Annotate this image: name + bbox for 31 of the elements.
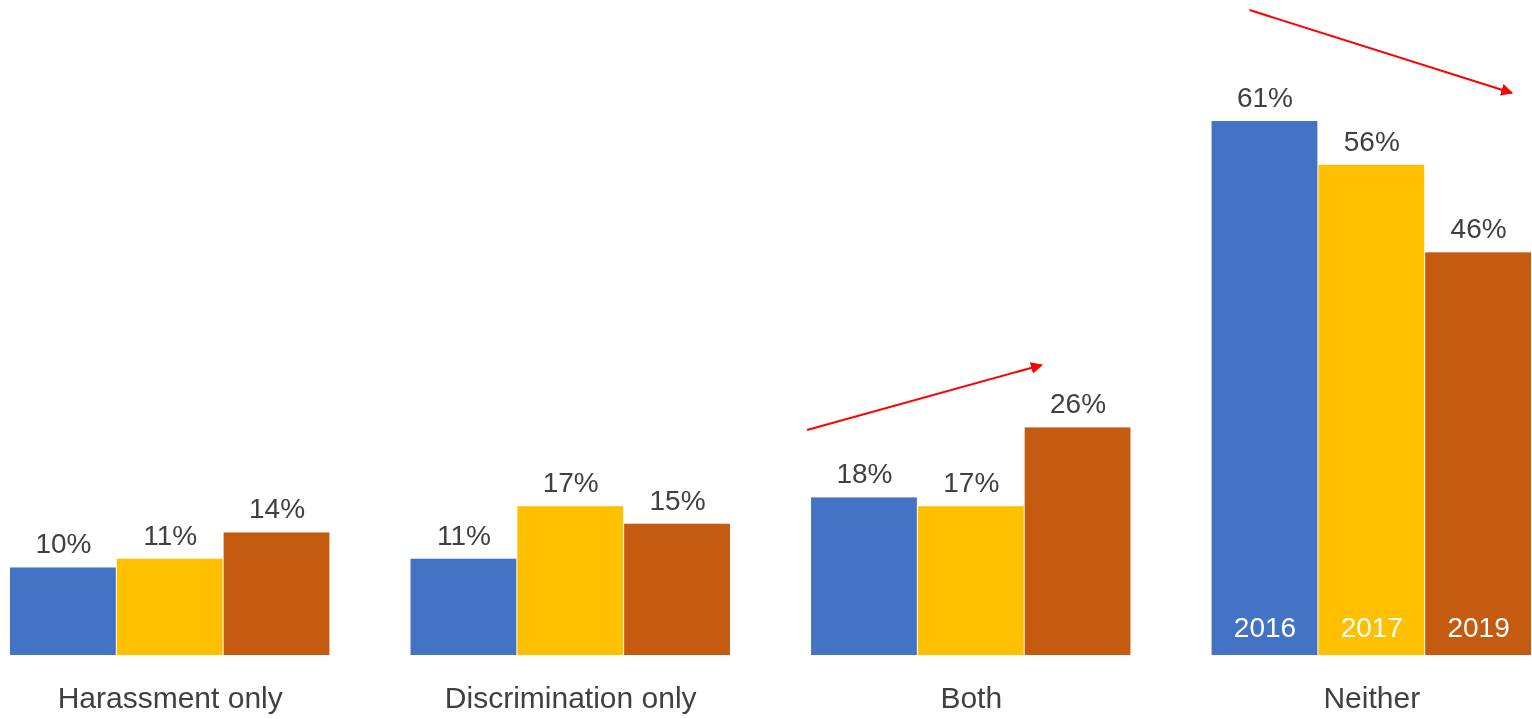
- x-tick-label: Discrimination only: [444, 681, 697, 714]
- bar: [1318, 164, 1425, 655]
- bar: [624, 523, 730, 655]
- bar: [116, 558, 223, 655]
- data-label: 14%: [248, 493, 306, 525]
- series-label: 2017: [1340, 612, 1403, 643]
- bar: [517, 506, 624, 655]
- data-label: 10%: [35, 528, 92, 560]
- data-label: 11%: [143, 519, 198, 551]
- data-label: 56%: [1343, 125, 1400, 157]
- series-label: 2019: [1447, 612, 1510, 643]
- bar: [917, 506, 1024, 655]
- bar: [1425, 252, 1531, 655]
- data-label: 26%: [1050, 388, 1107, 420]
- data-label: 17%: [943, 467, 1000, 499]
- series-label: 2016: [1233, 612, 1297, 643]
- data-label: 15%: [649, 484, 706, 516]
- bar: [1211, 121, 1318, 655]
- data-label: 11%: [436, 519, 491, 551]
- bar: [1024, 427, 1131, 655]
- x-tick-label: Neither: [1323, 681, 1421, 714]
- x-tick-label: Harassment only: [57, 681, 283, 714]
- bar: [811, 497, 917, 655]
- data-label: 61%: [1236, 82, 1294, 113]
- data-label: 17%: [542, 467, 599, 499]
- bar: [410, 558, 517, 655]
- data-label: 46%: [1450, 213, 1507, 245]
- bar: [223, 532, 330, 655]
- x-tick-label: Both: [940, 681, 1003, 714]
- bar: [10, 567, 116, 655]
- data-label: 18%: [836, 458, 893, 490]
